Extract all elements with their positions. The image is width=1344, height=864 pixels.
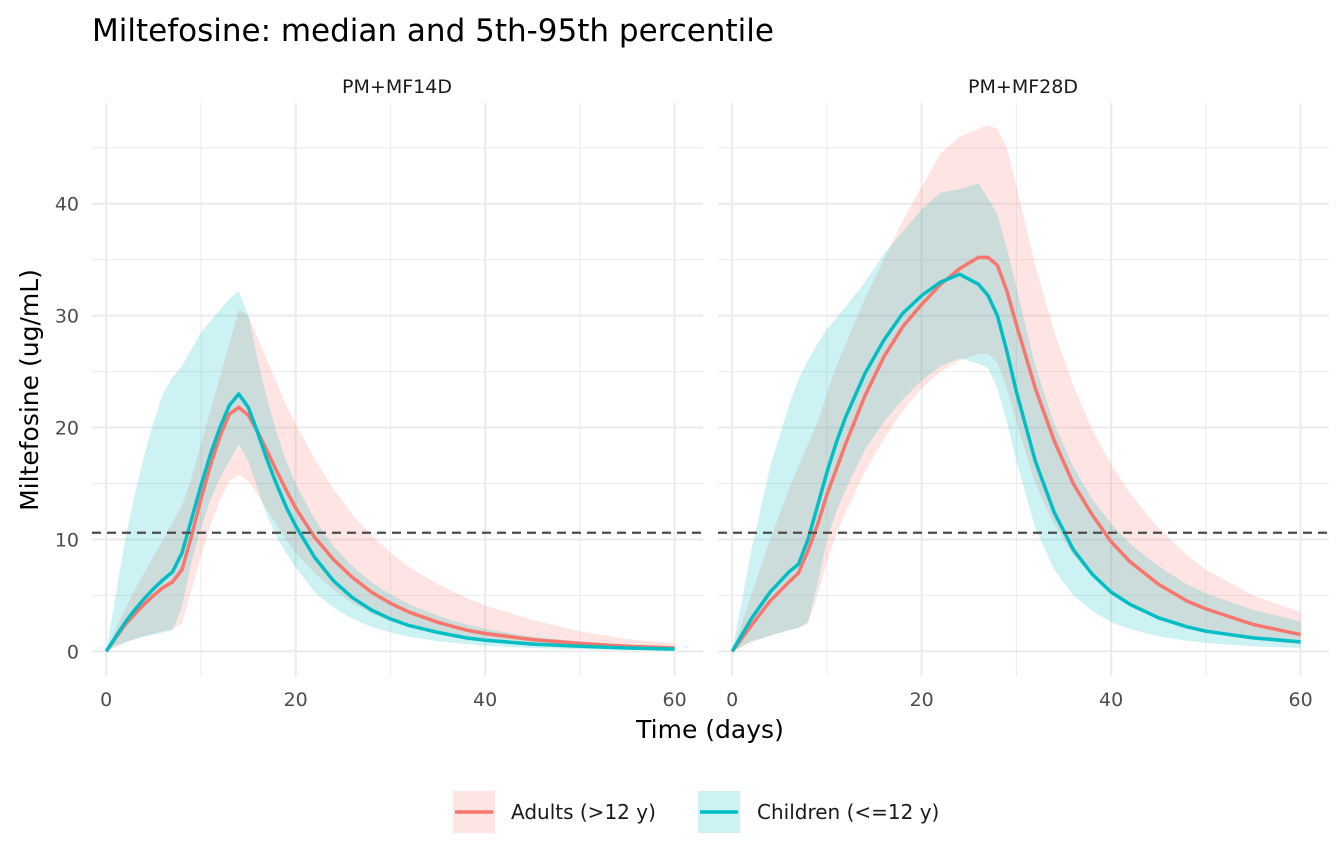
legend-label-children: Children (<=12 y) [757, 800, 939, 824]
x-tick-label: 40 [1099, 689, 1123, 711]
y-tick-label: 0 [67, 641, 79, 663]
panel-pm-mf28d: PM+MF28D 0 20 40 60 [718, 76, 1329, 711]
children-median-line [104, 392, 675, 653]
y-axis-label: Miltefosine (ug/mL) [15, 269, 44, 511]
adults-ribbon [106, 310, 675, 652]
y-tick-label: 40 [55, 194, 79, 216]
children-ribbon [106, 291, 675, 652]
legend: Adults (>12 y) Children (<=12 y) [453, 791, 939, 833]
grid [92, 103, 703, 676]
adults-median-line [730, 255, 1301, 653]
children-ribbon [732, 183, 1301, 652]
y-tick-label: 10 [55, 529, 79, 551]
x-axis-label: Time (days) [635, 715, 784, 744]
y-tick-label: 30 [55, 306, 79, 328]
panel-strip-label: PM+MF14D [342, 76, 452, 98]
grid [718, 103, 1329, 676]
x-tick-label: 40 [473, 689, 497, 711]
legend-label-adults: Adults (>12 y) [511, 800, 656, 824]
panel-pm-mf14d: PM+MF14D 0 20 40 60 0 10 20 30 40 [55, 76, 703, 711]
x-tick-label: 20 [910, 689, 934, 711]
x-tick-label: 60 [662, 689, 686, 711]
x-tick-label: 60 [1288, 689, 1312, 711]
panel-strip-label: PM+MF28D [968, 76, 1078, 98]
x-tick-label: 0 [726, 689, 738, 711]
y-tick-label: 20 [55, 418, 79, 440]
x-tick-label: 0 [100, 689, 112, 711]
chart-title: Miltefosine: median and 5th-95th percent… [92, 13, 774, 49]
children-median-line [730, 272, 1301, 653]
x-tick-label: 20 [284, 689, 308, 711]
